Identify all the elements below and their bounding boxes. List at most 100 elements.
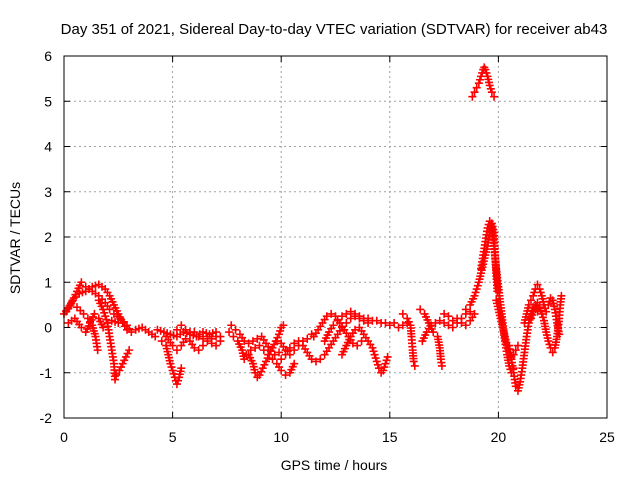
data-point	[277, 355, 286, 364]
data-point	[244, 339, 253, 348]
data-point	[294, 337, 303, 346]
series-arc-22	[418, 307, 475, 346]
series-arc-27	[505, 300, 542, 395]
series-arc-5	[94, 296, 120, 384]
data-point	[457, 318, 466, 327]
data-point	[374, 364, 383, 373]
data-point	[240, 355, 249, 364]
data-point	[112, 371, 121, 380]
data-point	[199, 341, 208, 350]
data-point	[90, 309, 99, 318]
data-point	[151, 332, 160, 341]
series-arc-16	[309, 309, 366, 350]
data-point	[194, 346, 203, 355]
series-arc-19	[385, 318, 412, 332]
data-point	[448, 323, 457, 332]
x-axis-label: GPS time / hours	[281, 457, 388, 473]
data-point	[461, 321, 470, 330]
data-point	[99, 323, 108, 332]
y-tick-label: 5	[44, 93, 52, 109]
data-point	[431, 318, 440, 327]
data-point	[275, 348, 284, 357]
data-point	[409, 357, 418, 366]
data-point	[513, 341, 522, 350]
data-point	[353, 341, 362, 350]
data-point	[231, 325, 240, 334]
y-tick-label: 4	[44, 139, 52, 155]
data-point	[338, 312, 347, 321]
data-point	[490, 92, 499, 101]
data-point	[199, 334, 208, 343]
data-point	[435, 316, 444, 325]
data-point	[77, 323, 86, 332]
data-point	[207, 334, 216, 343]
data-point	[524, 300, 533, 309]
x-tick-label: 0	[60, 429, 68, 445]
data-point	[533, 298, 542, 307]
data-point	[277, 366, 286, 375]
data-point	[227, 321, 236, 330]
series-arc-21	[416, 305, 446, 370]
data-point	[346, 307, 355, 316]
data-point	[177, 364, 186, 373]
data-point	[311, 357, 320, 366]
data-point	[493, 287, 502, 296]
x-tick-label: 5	[169, 429, 177, 445]
series-arc-17	[320, 307, 390, 346]
data-point	[190, 343, 199, 352]
data-point	[127, 328, 136, 337]
data-point	[307, 355, 316, 364]
data-point	[240, 337, 249, 346]
data-point	[203, 332, 212, 341]
data-point	[246, 346, 255, 355]
series-arc-10	[172, 321, 221, 343]
data-point	[251, 343, 260, 352]
series-arc-31	[468, 63, 499, 101]
data-point	[77, 278, 86, 287]
data-point	[511, 346, 520, 355]
data-point	[385, 321, 394, 330]
data-point	[212, 332, 221, 341]
data-point	[248, 337, 257, 346]
data-point	[468, 92, 477, 101]
data-point	[548, 348, 557, 357]
chart-title: Day 351 of 2021, Sidereal Day-to-day VTE…	[61, 21, 608, 38]
data-point	[410, 361, 419, 370]
series-arc-2	[62, 280, 131, 334]
data-point	[229, 332, 238, 341]
data-point	[346, 314, 355, 323]
y-tick-label: 6	[44, 48, 52, 64]
data-point	[181, 334, 190, 343]
data-point	[322, 312, 331, 321]
data-point	[472, 83, 481, 92]
series-arc-18	[338, 323, 392, 377]
data-point	[79, 309, 88, 318]
series-arc-6	[112, 346, 134, 380]
data-point	[272, 337, 281, 346]
x-tick-label: 15	[382, 429, 398, 445]
series-arc-23	[440, 309, 479, 330]
series-arc-30	[544, 294, 564, 339]
plot-frame	[63, 55, 608, 419]
y-axis-label: SDTVAR / TECUs	[7, 182, 23, 294]
data-point	[225, 328, 234, 337]
data-point	[383, 352, 392, 361]
series-arc-20	[398, 309, 419, 370]
data-point	[461, 305, 470, 314]
data-point	[303, 334, 312, 343]
data-point	[351, 309, 360, 318]
data-point	[444, 312, 453, 321]
y-tick-label: 2	[44, 229, 52, 245]
data-point	[416, 305, 425, 314]
series-arc-9	[162, 332, 225, 355]
data-point	[327, 309, 336, 318]
x-tick-label: 10	[273, 429, 289, 445]
data-point	[194, 332, 203, 341]
data-point	[542, 307, 551, 316]
data-point	[390, 318, 399, 327]
series-arc-12	[227, 321, 284, 359]
data-point	[190, 328, 199, 337]
data-point	[470, 88, 479, 97]
